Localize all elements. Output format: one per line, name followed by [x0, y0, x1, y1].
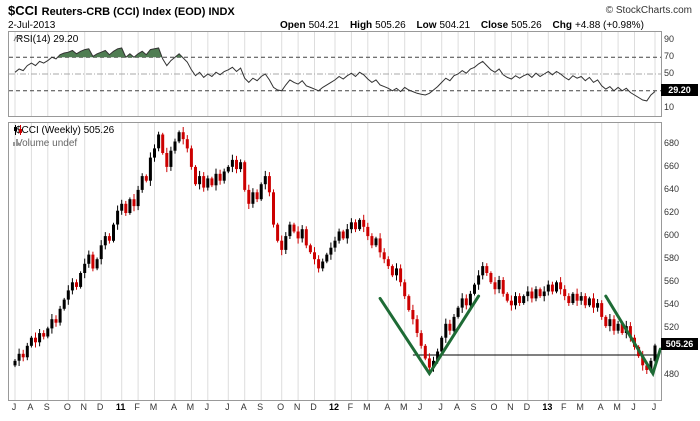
y-axis-label: 480	[664, 368, 680, 379]
y-axis-label: 680	[664, 137, 680, 148]
x-axis-month-label: A	[384, 402, 391, 412]
y-axis-label: 10	[664, 101, 675, 112]
x-axis-month-label: M	[363, 402, 371, 412]
y-axis-label: 520	[664, 322, 680, 333]
chg-label: Chg	[552, 20, 572, 31]
rsi-label: RSI(14) 29.20	[13, 34, 79, 45]
close-value: 505.26	[511, 20, 542, 31]
y-axis-label: 560	[664, 276, 680, 287]
x-axis-month-label: D	[523, 402, 531, 412]
rsi-value-box: 29.20	[661, 84, 698, 97]
price-chart	[13, 123, 661, 400]
quote-bar: Open 504.21 High 505.26 Low 504.21 Close 505…	[280, 20, 644, 31]
x-axis-month-label: J	[438, 402, 443, 412]
x-axis-month-label: F	[134, 402, 140, 412]
x-axis-month-label: A	[27, 402, 34, 412]
x-axis-year-label: 12	[328, 402, 339, 412]
x-axis-month-label: D	[96, 402, 104, 412]
high-value: 505.26	[375, 20, 406, 31]
x-axis-month-label: N	[293, 402, 301, 412]
y-axis-label: 540	[664, 299, 680, 310]
y-axis-label: 640	[664, 183, 680, 194]
x-axis-month-label: S	[43, 402, 50, 412]
x-axis-month-label: A	[454, 402, 461, 412]
x-axis-month-label: N	[507, 402, 514, 412]
y-axis-label: 660	[664, 160, 680, 171]
y-axis-label: 620	[664, 207, 680, 218]
chart-title: Reuters-CRB (CCI) Index (EOD) INDX	[41, 6, 235, 18]
low-value: 504.21	[439, 20, 471, 31]
x-axis-month-label: M	[576, 402, 584, 412]
x-axis-month-label: S	[470, 402, 477, 412]
x-axis-month-label: J	[417, 402, 423, 412]
rsi-panel: RSI(14) 29.20	[8, 31, 662, 117]
x-axis-month-label: J	[11, 402, 17, 412]
x-axis-year-label: 11	[115, 402, 126, 412]
x-axis-month-label: O	[490, 402, 498, 412]
x-axis-month-label: N	[80, 402, 87, 412]
x-axis-month-label: A	[170, 402, 177, 412]
open-value: 504.21	[308, 20, 340, 31]
y-axis-label: 50	[664, 68, 675, 78]
x-axis-month-label: O	[63, 402, 71, 412]
y-axis-label: 70	[664, 51, 675, 62]
chart-date: 2-Jul-2013	[8, 20, 56, 31]
low-label: Low	[416, 20, 437, 31]
x-axis-month-label: F	[347, 402, 354, 412]
y-axis-label: 90	[664, 34, 675, 45]
x-axis-month-label: J	[204, 402, 210, 412]
copyright: © StockCharts.com	[605, 5, 692, 16]
x-axis-month-label: J	[225, 402, 230, 412]
high-label: High	[349, 20, 373, 31]
price-label: $CCI (Weekly) 505.26	[14, 125, 115, 136]
price-panel: $CCI (Weekly) 505.26 Volume undef	[8, 122, 662, 401]
x-axis-month-label: M	[613, 402, 621, 412]
x-axis-month-label: D	[310, 402, 317, 412]
x-axis-month-label: M	[186, 402, 195, 412]
x-axis-month-label: A	[597, 402, 604, 412]
x-axis-month-label: J	[651, 402, 657, 412]
rsi-chart	[9, 32, 661, 116]
x-axis-month-label: A	[240, 402, 247, 412]
x-axis-month-label: S	[257, 402, 264, 412]
x-axis-month-label: M	[149, 402, 158, 412]
x-axis-year-label: 13	[542, 402, 553, 412]
x-axis-month-label: O	[277, 402, 285, 412]
close-label: Close	[480, 20, 509, 31]
x-axis-month-label: M	[399, 402, 408, 412]
open-label: Open	[280, 20, 306, 31]
chart-header: $CCI Reuters-CRB (CCI) Index (EOD) INDX	[8, 3, 235, 18]
symbol: $CCI	[8, 3, 38, 18]
y-axis-label: 580	[664, 253, 680, 264]
x-axis-month-label: J	[631, 402, 636, 412]
x-axis-month-label: F	[560, 402, 567, 412]
chg-value: +4.88 (+0.98%)	[574, 20, 644, 31]
price-value-box: 505.26	[661, 338, 698, 351]
volume-label: Volume undef	[13, 138, 77, 149]
y-axis-label: 600	[664, 230, 680, 241]
